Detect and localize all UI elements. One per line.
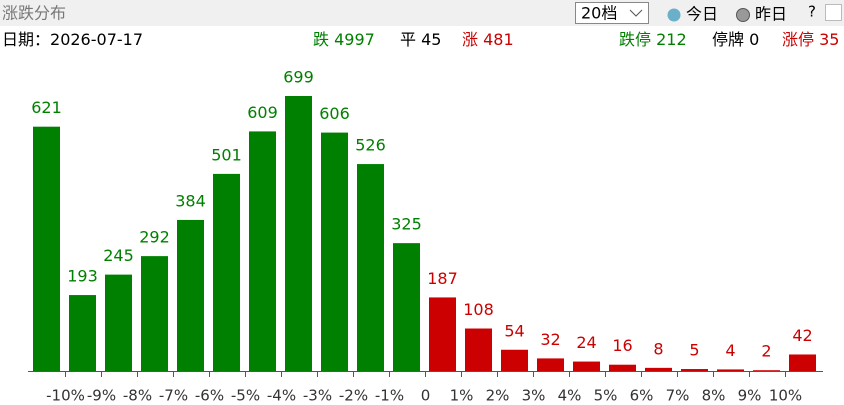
stat-label: 停牌 (712, 30, 744, 49)
stat: 涨 481 (462, 30, 514, 49)
bar (213, 173, 240, 371)
stat-label: 涨停 (782, 30, 814, 49)
bar (321, 132, 348, 371)
x-tick-label: 9% (738, 387, 762, 405)
bar (573, 361, 600, 371)
stat-label: 跌 (313, 30, 329, 49)
bar (141, 256, 168, 371)
data-label: 325 (391, 215, 422, 234)
stat-value: 35 (819, 30, 839, 49)
x-tick-label: 5% (594, 387, 618, 405)
bar (537, 358, 564, 371)
x-tick-label: -5% (231, 387, 260, 405)
x-tick-label: -3% (303, 387, 332, 405)
radio-today[interactable] (667, 8, 681, 22)
x-tick-label: -4% (267, 387, 296, 405)
x-tick-label: -9% (87, 387, 116, 405)
x-tick-label: 2% (486, 387, 510, 405)
help[interactable]: ? (808, 3, 816, 21)
bar (33, 126, 60, 371)
stat-label: 跌停 (619, 30, 651, 49)
stat-label: 涨 (462, 30, 478, 49)
data-label: 526 (355, 136, 386, 155)
data-label: 108 (463, 300, 494, 319)
data-label: 292 (139, 228, 170, 247)
stat: 平 45 (400, 30, 441, 49)
bar (717, 369, 744, 371)
bar (177, 219, 204, 371)
x-tick-label: 3% (522, 387, 546, 405)
stat-label: 平 (400, 30, 416, 49)
data-label: 187 (427, 269, 458, 288)
x-tick-label: 10% (769, 387, 802, 405)
x-tick-label: -7% (159, 387, 188, 405)
x-tick-label: 6% (630, 387, 654, 405)
stat: 涨停 35 (782, 30, 839, 49)
bar (285, 96, 312, 371)
icon[interactable] (825, 4, 842, 21)
select-value[interactable]: 20档 (581, 4, 617, 23)
stat: 跌 4997 (313, 30, 375, 49)
select-arrow (629, 9, 643, 17)
data-label: 609 (247, 103, 278, 122)
x-tick-label: -8% (123, 387, 152, 405)
radio-yesterday[interactable] (736, 8, 750, 22)
data-label: 384 (175, 191, 206, 210)
x-tick-label: -1% (375, 387, 404, 405)
x-tick-label: 4% (558, 387, 582, 405)
x-tick-label: -10% (46, 387, 85, 405)
x-tick-label: 1% (450, 387, 474, 405)
bar (393, 243, 420, 371)
stat-value: 481 (483, 30, 514, 49)
data-label: 606 (319, 104, 350, 123)
data-label: 42 (792, 326, 812, 345)
bar (249, 131, 276, 371)
bar (501, 349, 528, 371)
data-label: 8 (653, 339, 663, 358)
data-label: 621 (31, 98, 62, 117)
bar (645, 367, 672, 371)
stat-value: 45 (421, 30, 441, 49)
bar (429, 297, 456, 371)
data-label: 245 (103, 246, 134, 265)
stat-value: 4997 (334, 30, 375, 49)
x-tick-label: -6% (195, 387, 224, 405)
bar (465, 328, 492, 371)
x-tick-label: -2% (339, 387, 368, 405)
data-label: 16 (612, 336, 632, 355)
stat-value: 212 (656, 30, 687, 49)
data-label: 2 (761, 342, 771, 361)
header-bar (0, 0, 844, 26)
bar (753, 370, 780, 371)
x-tick-label: 7% (666, 387, 690, 405)
data-label: 699 (283, 68, 314, 87)
bar (789, 354, 816, 371)
stat: 跌停 212 (619, 30, 687, 49)
x-tick-label: 8% (702, 387, 726, 405)
select-box[interactable] (575, 2, 649, 24)
data-label: 4 (725, 341, 735, 360)
header-title: 涨跌分布 (2, 4, 66, 23)
data-label: 193 (67, 267, 98, 286)
bar (357, 164, 384, 371)
stat-value: 0 (749, 30, 759, 49)
data-label: 501 (211, 145, 242, 164)
radio-label[interactable]: 昨日 (755, 5, 787, 24)
data-label: 24 (576, 333, 596, 352)
radio-label[interactable]: 今日 (686, 5, 718, 24)
data-label: 5 (689, 341, 699, 360)
bar (681, 369, 708, 371)
data-label: 32 (540, 330, 560, 349)
date: 日期：2026-07-17 (2, 30, 143, 49)
x-tick-label: 0 (421, 387, 431, 405)
bar (105, 274, 132, 371)
data-label: 54 (504, 321, 524, 340)
bar (609, 364, 636, 371)
bar (69, 295, 96, 371)
stat: 停牌 0 (712, 30, 759, 49)
